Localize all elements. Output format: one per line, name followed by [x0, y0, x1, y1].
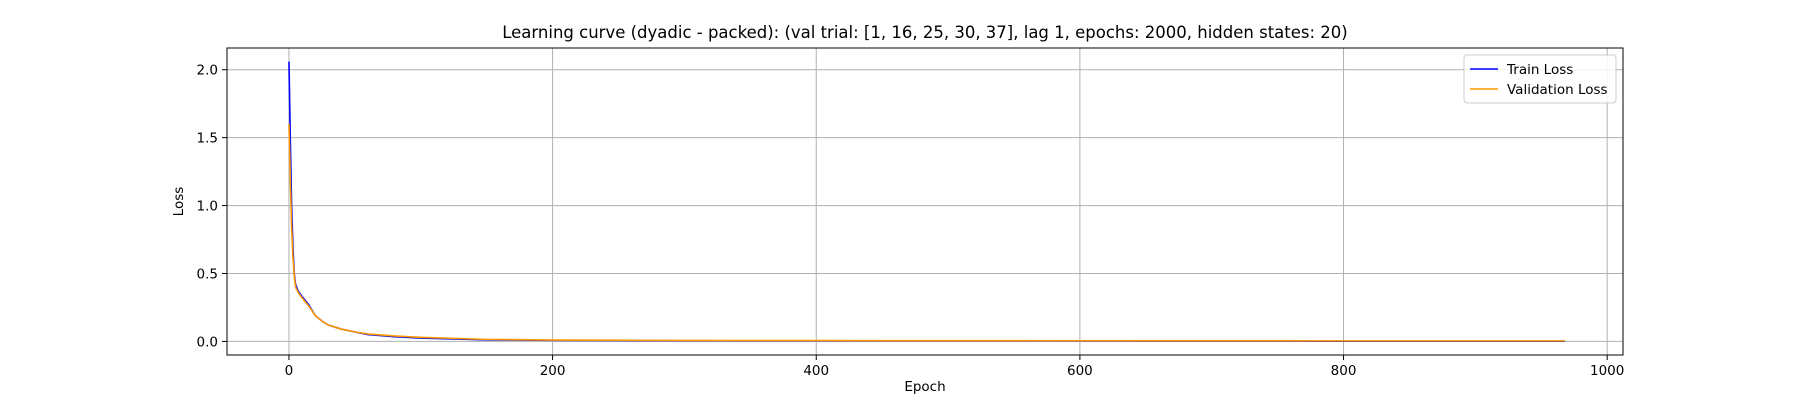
x-tick-label: 400	[803, 363, 829, 379]
legend-box	[1463, 54, 1617, 104]
x-tick-label: 0	[285, 363, 294, 379]
chart-title: Learning curve (dyadic - packed): (val t…	[502, 23, 1348, 42]
legend: Train Loss Validation Loss	[1463, 54, 1617, 104]
axis-ticks: 0 200 400 600 800 1000 0.0 0.5 1.0 1.5 2.0	[197, 63, 1625, 379]
y-tick-label: 0.0	[197, 334, 218, 350]
y-tick-label: 0.5	[197, 266, 218, 282]
x-tick-label: 1000	[1590, 363, 1624, 379]
x-axis-label: Epoch	[904, 379, 945, 395]
legend-label: Validation Loss	[1507, 82, 1608, 98]
y-tick-label: 2.0	[197, 63, 218, 79]
x-tick-label: 600	[1067, 363, 1093, 379]
series-layer	[288, 61, 1565, 342]
x-tick-label: 800	[1331, 363, 1357, 379]
plot-area-frame	[226, 47, 1624, 356]
series-line-validation-loss	[288, 124, 1565, 342]
x-tick-label: 200	[540, 363, 566, 379]
y-axis-label: Loss	[171, 187, 187, 217]
y-tick-label: 1.5	[197, 131, 218, 147]
y-tick-label: 1.0	[197, 199, 218, 215]
legend-label: Train Loss	[1506, 62, 1573, 78]
